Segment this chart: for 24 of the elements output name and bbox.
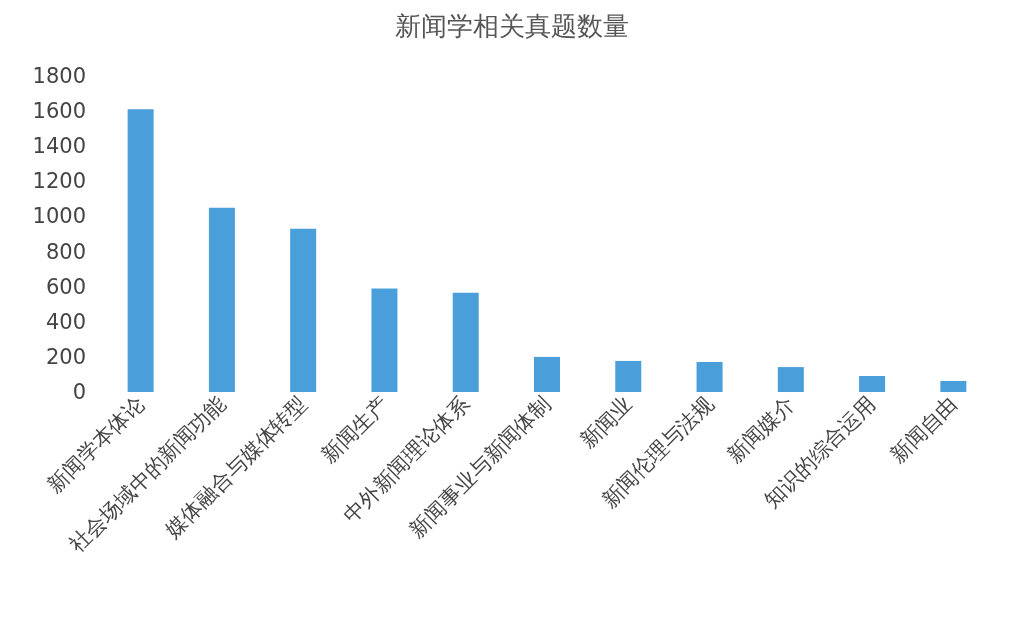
bar: [371, 288, 398, 392]
y-tick-label: 1200: [32, 169, 86, 194]
x-tick-label: 新闻业: [575, 391, 637, 454]
y-tick-label: 800: [45, 239, 86, 264]
y-tick-label: 1000: [32, 204, 86, 229]
bar: [777, 367, 804, 392]
bar: [290, 228, 317, 392]
bar: [452, 292, 479, 392]
bar: [534, 356, 560, 392]
chart-title: 新闻学相关真题数量: [395, 11, 629, 41]
bar: [696, 361, 723, 392]
y-tick-label: 1800: [32, 64, 86, 88]
bar: [127, 109, 154, 392]
y-tick-label: 600: [45, 274, 86, 299]
bar: [940, 380, 967, 392]
y-tick-label: 200: [45, 344, 86, 369]
y-tick-label: 1400: [32, 134, 86, 159]
y-tick-label: 400: [45, 309, 86, 334]
bar: [615, 360, 642, 392]
y-tick-label: 1600: [32, 99, 86, 124]
y-tick-label: 0: [72, 380, 86, 404]
bar: [208, 207, 235, 392]
x-tick-label: 新闻自由: [885, 391, 962, 468]
bar: [859, 376, 886, 392]
